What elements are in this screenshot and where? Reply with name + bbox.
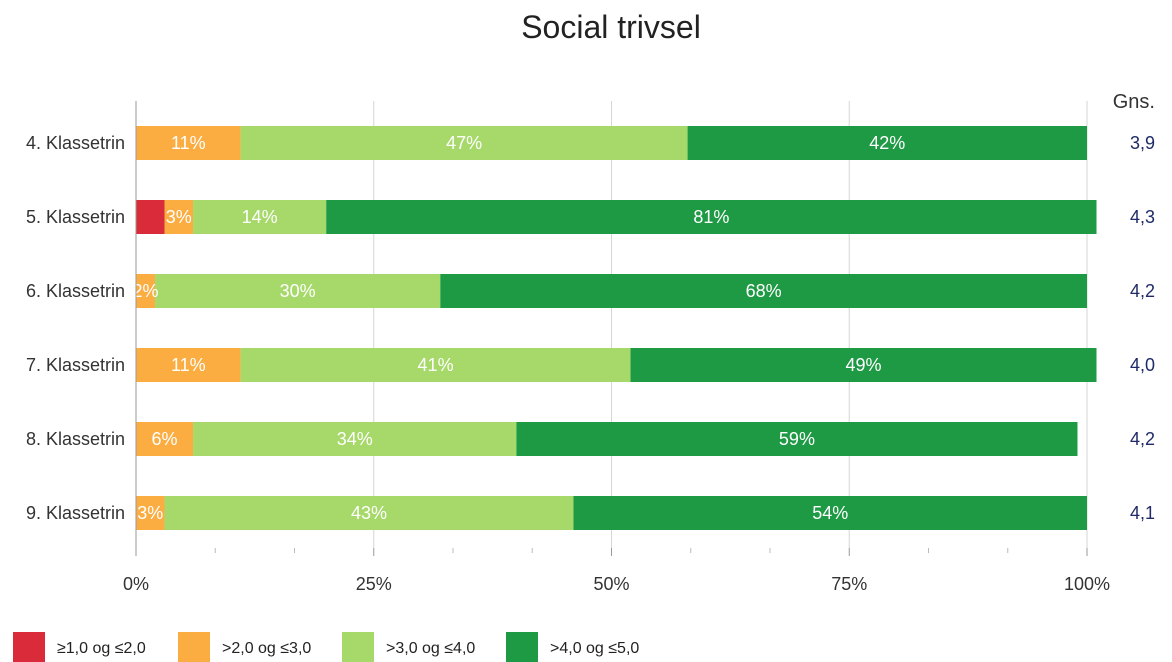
bar-segment [136,496,165,530]
average-value: 4,0 [1130,355,1155,375]
x-tick-label: 50% [593,574,629,594]
bar-segment [573,496,1087,530]
data-label: 3% [137,503,163,523]
x-tick-label: 0% [123,574,149,594]
legend-label: >4,0 og ≤5,0 [550,640,639,657]
x-tick-label: 100% [1064,574,1110,594]
data-label: 47% [446,133,482,153]
legend-swatch [506,632,538,662]
data-label: 11% [171,133,206,153]
data-label: 81% [693,207,729,227]
bar-segment [440,274,1087,308]
average-value: 3,9 [1130,133,1155,153]
legend-label: >3,0 og ≤4,0 [386,640,475,657]
category-label: 9. Klassetrin [26,503,125,523]
axes: 0% 25% 50% 75% 100% 4. Klassetrin 3,9 5. Klasse… [26,101,1155,594]
category-label: 5. Klassetrin [26,207,125,227]
bar-segment [687,126,1087,160]
data-label: 41% [418,355,454,375]
bar-segment [326,200,1097,234]
data-label: 59% [779,429,815,449]
bar-segment [136,422,194,456]
chart-title: Social trivsel [521,9,701,45]
data-labels: 11% 47% 42% 3% 14% 81% 2% 30% 68% 11% 41% 49% 6% 34% 5… [133,133,906,523]
bar-segment [136,126,241,160]
legend-swatch [178,632,210,662]
bar-segment [136,200,165,234]
data-label: 30% [280,281,316,301]
average-value: 4,3 [1130,207,1155,227]
bar-segment [136,348,241,382]
average-value: 4,2 [1130,281,1155,301]
bar-segment [136,274,156,308]
bar-segment [240,348,631,382]
bar-segment [164,200,194,234]
bar-segment [240,126,688,160]
category-label: 8. Klassetrin [26,429,125,449]
bar-segment [164,496,574,530]
legend: ≥1,0 og ≤2,0 >2,0 og ≤3,0 >3,0 og ≤4,0 >4,0… [13,632,639,662]
x-tick-label: 25% [356,574,392,594]
data-label: 42% [869,133,905,153]
legend-swatch [342,632,374,662]
bar-segment [193,422,517,456]
category-label: 4. Klassetrin [26,133,125,153]
average-header: Gns. [1113,91,1155,113]
x-tick-label: 75% [831,574,867,594]
bar-segment [193,200,327,234]
legend-swatch [13,632,45,662]
category-label: 6. Klassetrin [26,281,125,301]
data-label: 14% [242,207,278,227]
average-value: 4,2 [1130,429,1155,449]
average-value: 4,1 [1130,503,1155,523]
category-label: 7. Klassetrin [26,355,125,375]
data-label: 54% [812,503,848,523]
legend-label: ≥1,0 og ≤2,0 [57,640,146,657]
data-label: 11% [171,355,206,375]
data-label: 49% [845,355,881,375]
bar-segment [155,274,441,308]
data-label: 68% [746,281,782,301]
bar-segment [630,348,1097,382]
data-label: 6% [152,429,178,449]
data-label: 43% [351,503,387,523]
data-label: 34% [337,429,373,449]
legend-label: >2,0 og ≤3,0 [222,640,311,657]
bars [136,126,1097,530]
data-label: 2% [133,281,159,301]
gridlines [135,101,1088,548]
bar-segment [516,422,1078,456]
data-label: 3% [166,207,192,227]
